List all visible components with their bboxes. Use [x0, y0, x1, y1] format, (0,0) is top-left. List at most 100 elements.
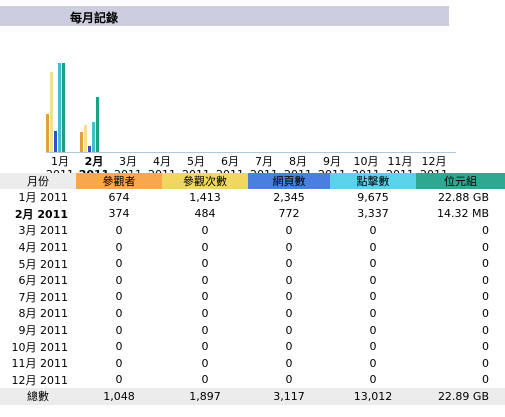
cell-pages: 0 [285, 306, 293, 320]
table-row: 2月 2011 374 484 772 3,337 14.32 MB [0, 206, 505, 223]
cell-month: 5月 2011 [18, 257, 69, 271]
cell-month: 11月 2011 [11, 357, 69, 371]
cell-pages: 0 [285, 340, 293, 354]
cell-bandwidth: 0 [482, 356, 489, 370]
cell-pages: 0 [285, 373, 293, 387]
cell-pages: 772 [278, 207, 300, 221]
table-row: 4月 2011 0 0 0 0 0 [0, 239, 505, 256]
cell-visits: 0 [201, 356, 209, 370]
bar-1-series-3 [54, 131, 57, 153]
cell-visits: 0 [201, 306, 209, 320]
bar-1-series-4 [58, 63, 61, 153]
cell-bandwidth: 14.32 MB [436, 207, 489, 221]
x-label-month: 5月 [187, 155, 205, 168]
cell-visitors: 0 [115, 240, 123, 254]
table-body: 1月 2011 674 1,413 2,345 9,675 22.88 GB 2月 2011… [0, 189, 505, 405]
cell-visitors: 0 [115, 290, 123, 304]
cell-hits: 0 [369, 257, 377, 271]
cell-total-label: 總數 [0, 388, 76, 405]
table-row: 10月 2011 0 0 0 0 0 [0, 338, 505, 355]
cell-bandwidth: 0 [482, 223, 489, 237]
cell-hits: 0 [369, 373, 377, 387]
cell-visits: 1,413 [189, 190, 221, 204]
cell-month: 4月 2011 [18, 241, 69, 255]
bar-1-series-5 [62, 63, 65, 153]
cell-visits: 0 [201, 240, 209, 254]
cell-hits: 9,675 [357, 190, 389, 204]
cell-pages: 0 [285, 323, 293, 337]
x-axis-line [46, 152, 456, 153]
cell-pages: 0 [285, 290, 293, 304]
cell-bandwidth: 0 [482, 373, 489, 387]
monthly-chart: 1月20112月20113月20114月20115月20116月20117月20… [0, 28, 505, 181]
cell-total-pages: 3,117 [248, 388, 330, 405]
cell-pages: 0 [285, 356, 293, 370]
cell-hits: 0 [369, 240, 377, 254]
cell-month: 3月 2011 [18, 224, 69, 238]
cell-hits: 0 [369, 290, 377, 304]
cell-visitors: 0 [115, 340, 123, 354]
bar-1-series-1 [46, 114, 49, 153]
table-row: 11月 2011 0 0 0 0 0 [0, 355, 505, 372]
cell-visits: 0 [201, 373, 209, 387]
header-visits: 參觀次數 [162, 173, 248, 189]
cell-bandwidth: 0 [482, 290, 489, 304]
x-label-month: 12月 [421, 155, 447, 168]
cell-total-hits: 13,012 [330, 388, 416, 405]
bar-2-series-5 [96, 96, 99, 153]
header-visitors: 參觀者 [76, 173, 162, 189]
bar-1-series-2 [50, 72, 53, 153]
cell-visitors: 0 [115, 257, 123, 271]
bar-2-series-3 [88, 145, 91, 153]
x-label-month: 11月 [387, 155, 413, 168]
cell-bandwidth: 0 [482, 257, 489, 271]
cell-month: 9月 2011 [18, 324, 69, 338]
x-label-month: 8月 [289, 155, 307, 168]
x-label-month: 4月 [153, 155, 171, 168]
header-hits: 點擊數 [330, 173, 416, 189]
cell-visitors: 0 [115, 223, 123, 237]
bar-2-series-1 [80, 131, 83, 153]
cell-visits: 0 [201, 290, 209, 304]
cell-month: 1月 2011 [18, 191, 69, 205]
cell-bandwidth: 0 [482, 323, 489, 337]
table-row: 12月 2011 0 0 0 0 0 [0, 372, 505, 389]
table-row: 6月 2011 0 0 0 0 0 [0, 272, 505, 289]
table-row: 9月 2011 0 0 0 0 0 [0, 322, 505, 339]
header-pages: 網頁數 [248, 173, 330, 189]
cell-hits: 0 [369, 323, 377, 337]
cell-visitors: 0 [115, 373, 123, 387]
table-row: 1月 2011 674 1,413 2,345 9,675 22.88 GB [0, 189, 505, 206]
cell-visits: 0 [201, 273, 209, 287]
table-row: 5月 2011 0 0 0 0 0 [0, 255, 505, 272]
x-label-month: 10月 [353, 155, 379, 168]
bars-area [0, 28, 505, 153]
bar-2-series-4 [92, 121, 95, 153]
cell-pages: 0 [285, 273, 293, 287]
cell-month: 6月 2011 [18, 274, 69, 288]
cell-pages: 2,345 [273, 190, 305, 204]
header-bandwidth: 位元組 [416, 173, 505, 189]
x-label-month: 1月 [51, 155, 69, 168]
header-month: 月份 [0, 173, 76, 189]
x-label-month: 3月 [119, 155, 137, 168]
cell-month: 7月 2011 [18, 290, 69, 304]
cell-visitors: 674 [108, 190, 130, 204]
cell-bandwidth: 0 [482, 240, 489, 254]
cell-month: 2月 2011 [14, 207, 68, 221]
cell-hits: 0 [369, 356, 377, 370]
cell-total-visitors: 1,048 [76, 388, 162, 405]
cell-month: 12月 2011 [11, 373, 69, 387]
cell-month: 10月 2011 [11, 340, 69, 354]
cell-pages: 0 [285, 240, 293, 254]
x-label-month: 6月 [221, 155, 239, 168]
cell-hits: 0 [369, 223, 377, 237]
cell-total-bandwidth: 22.89 GB [416, 388, 505, 405]
cell-bandwidth: 0 [482, 273, 489, 287]
table-total-row: 總數 1,048 1,897 3,117 13,012 22.89 GB [0, 388, 505, 405]
cell-hits: 0 [369, 340, 377, 354]
table-row: 3月 2011 0 0 0 0 0 [0, 222, 505, 239]
cell-bandwidth: 22.88 GB [437, 190, 489, 204]
monthly-stats-table: 月份 參觀者 參觀次數 網頁數 點擊數 位元組 1月 2011 674 1,413 2… [0, 173, 505, 405]
cell-hits: 0 [369, 306, 377, 320]
